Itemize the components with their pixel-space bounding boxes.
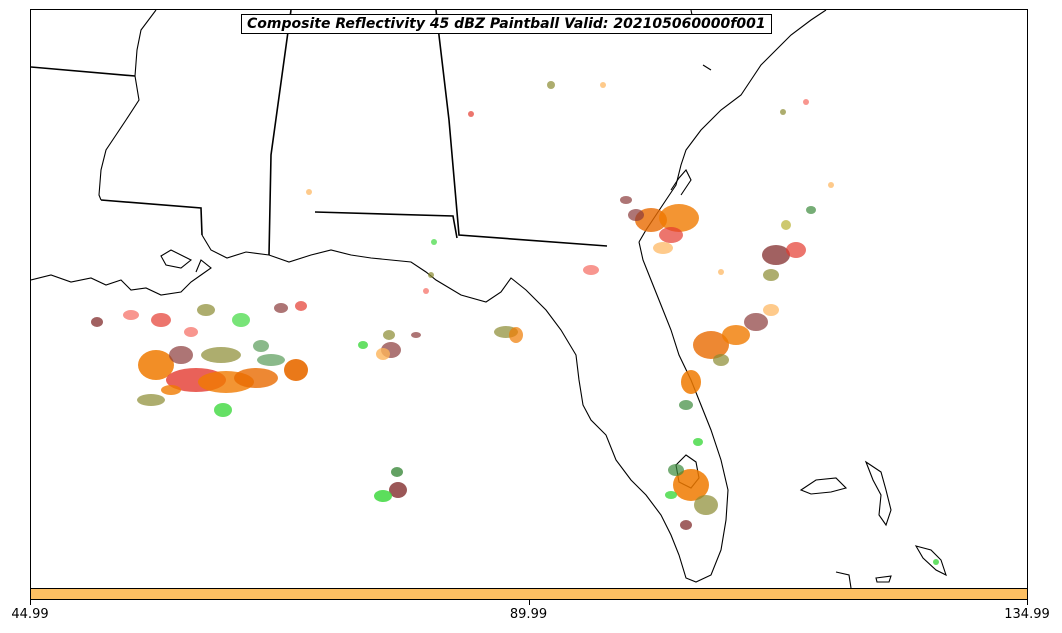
storm-cell xyxy=(722,325,750,345)
reflectivity-paintball xyxy=(91,81,939,565)
storm-cell xyxy=(358,341,368,349)
colorbar-tick-label: 89.99 xyxy=(509,607,548,622)
map-frame xyxy=(30,9,1028,589)
storm-cell xyxy=(828,182,834,188)
storm-cell xyxy=(665,491,677,499)
storm-cell xyxy=(600,82,606,88)
state-borders xyxy=(31,10,608,256)
storm-cell xyxy=(509,327,523,343)
storm-cell xyxy=(151,313,171,327)
storm-cell xyxy=(376,348,390,360)
storm-cell xyxy=(659,204,699,232)
storm-cell xyxy=(659,227,683,243)
storm-cell xyxy=(668,464,684,476)
storm-cell xyxy=(197,304,215,316)
storm-cell xyxy=(718,269,724,275)
storm-cell xyxy=(138,350,174,380)
storm-cell xyxy=(786,242,806,258)
storm-cell xyxy=(389,482,407,498)
storm-cell xyxy=(214,403,232,417)
storm-cell xyxy=(253,340,269,352)
storm-cell xyxy=(620,196,632,204)
storm-cell xyxy=(169,346,193,364)
storm-cell xyxy=(781,220,791,230)
storm-cell xyxy=(653,242,673,254)
storm-cell xyxy=(428,272,434,278)
coastline xyxy=(31,10,947,588)
storm-cell xyxy=(713,354,729,366)
colorbar-tick-mark xyxy=(528,600,530,605)
storm-cell xyxy=(762,245,790,265)
storm-cell xyxy=(423,288,429,294)
storm-cell xyxy=(201,347,241,363)
colorbar xyxy=(30,588,1028,600)
storm-cell xyxy=(806,206,816,214)
storm-cell xyxy=(681,370,701,394)
storm-cell xyxy=(374,490,392,502)
storm-cell xyxy=(803,99,809,105)
colorbar-tick-label: 44.99 xyxy=(11,607,49,622)
storm-cell xyxy=(123,310,139,320)
map-canvas xyxy=(31,10,947,588)
storm-cell xyxy=(763,269,779,281)
storm-cell xyxy=(693,331,729,359)
storm-cell xyxy=(234,368,278,388)
storm-cell xyxy=(306,189,312,195)
map-title: Composite Reflectivity 45 dBZ Paintball … xyxy=(241,14,772,34)
storm-cell xyxy=(547,81,555,89)
storm-cell xyxy=(91,317,103,327)
storm-cell xyxy=(274,303,288,313)
storm-cell xyxy=(257,354,285,366)
storm-cell xyxy=(137,394,165,406)
storm-cell xyxy=(383,330,395,340)
storm-cell xyxy=(693,438,703,446)
storm-cell xyxy=(780,109,786,115)
storm-cell xyxy=(628,209,644,221)
storm-cell xyxy=(933,559,939,565)
storm-cell xyxy=(763,304,779,316)
storm-cell xyxy=(184,327,198,337)
storm-cell xyxy=(161,385,181,395)
storm-cell xyxy=(284,359,308,381)
colorbar-tick-mark xyxy=(30,600,31,605)
storm-cell xyxy=(679,400,693,410)
storm-cell xyxy=(391,467,403,477)
storm-cell xyxy=(295,301,307,311)
storm-cell xyxy=(431,239,437,245)
storm-cell xyxy=(673,469,709,501)
storm-cell xyxy=(468,111,474,117)
storm-cell xyxy=(680,520,692,530)
colorbar-tick-label: 134.99 xyxy=(1004,607,1050,622)
storm-cell xyxy=(694,495,718,515)
storm-cell xyxy=(232,313,250,327)
colorbar-tick-mark xyxy=(1027,600,1028,605)
storm-cell xyxy=(411,332,421,338)
storm-cell xyxy=(744,313,768,331)
storm-cell xyxy=(583,265,599,275)
